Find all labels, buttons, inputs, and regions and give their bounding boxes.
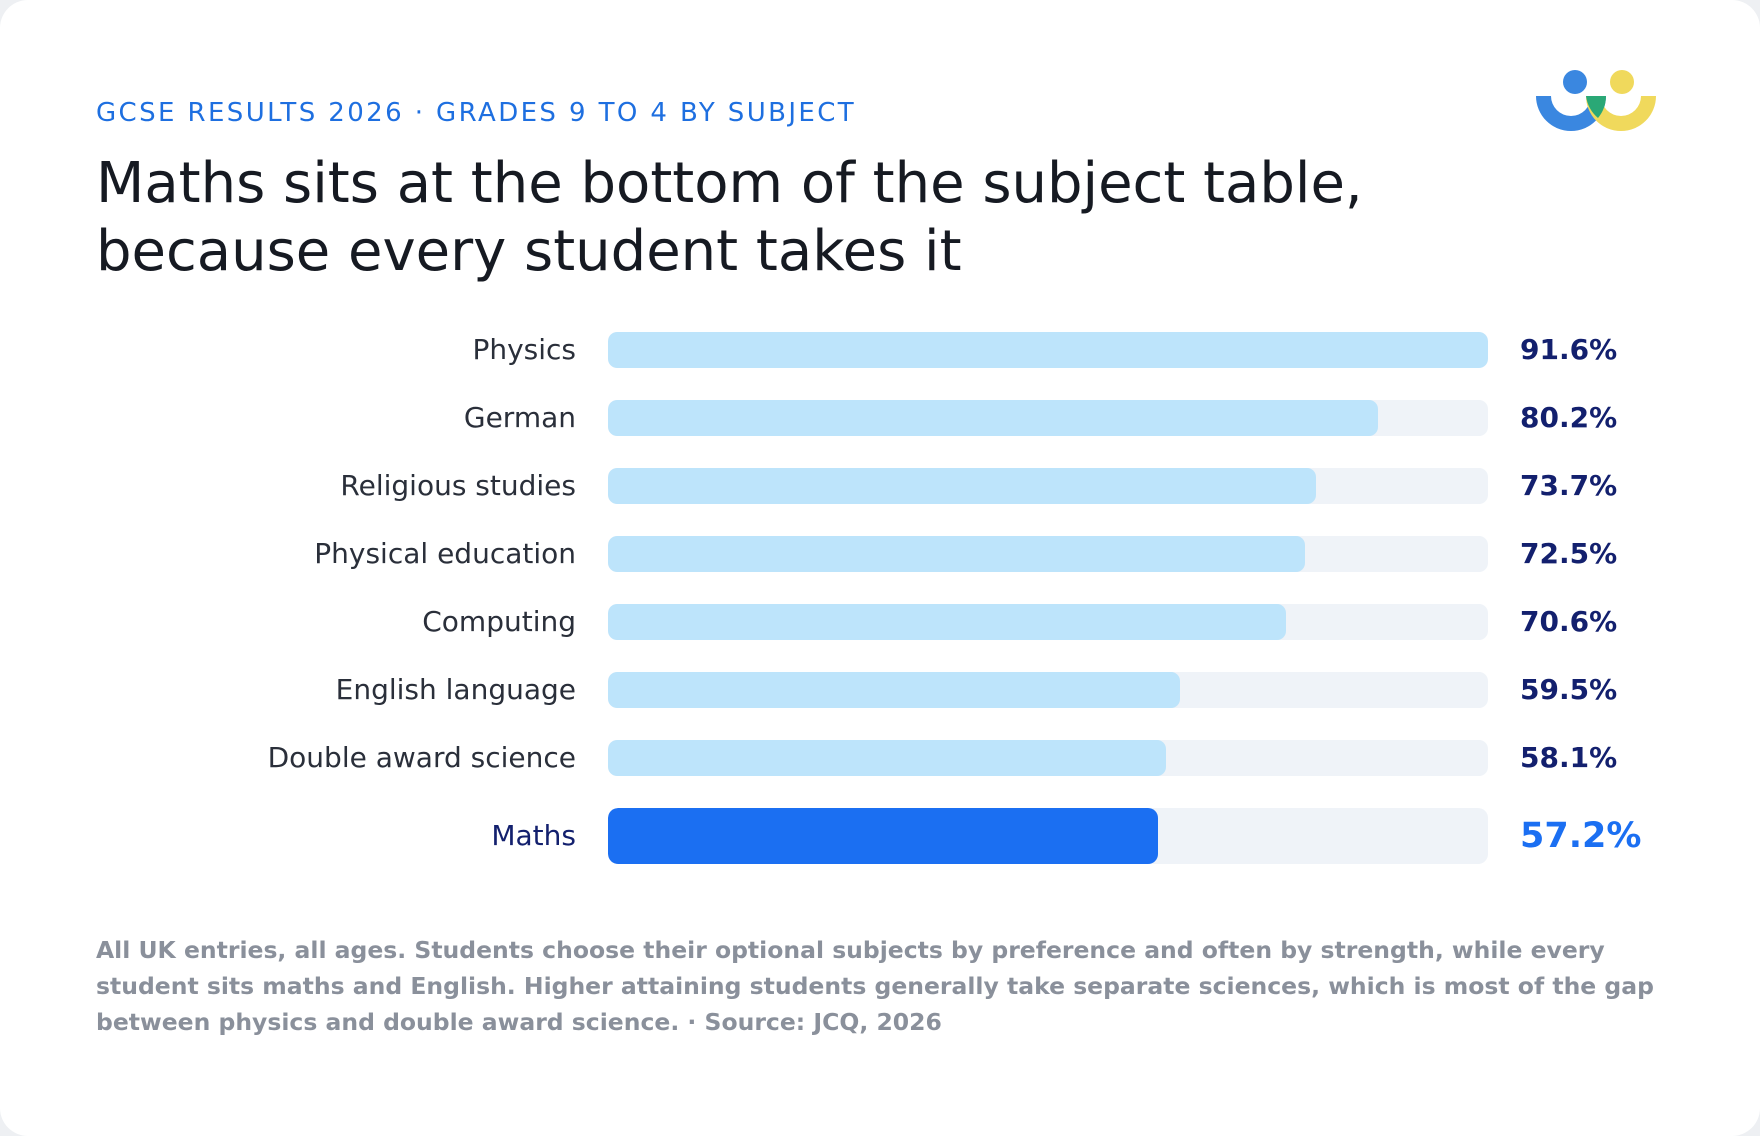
bar-fill <box>608 808 1158 864</box>
bar-fill <box>608 672 1180 708</box>
bar-track <box>608 672 1488 708</box>
bar-category-label: Maths <box>491 819 576 852</box>
bar-category-label: Double award science <box>267 741 576 774</box>
bar-value-label: 58.1% <box>1520 741 1618 774</box>
bar-chart: Physics 91.6% German 80.2% Religious studies… <box>0 330 1760 900</box>
bar-row: Religious studies 73.7% <box>0 466 1760 506</box>
bar-value-label: 59.5% <box>1520 673 1618 706</box>
bar-value-label: 57.2% <box>1520 816 1642 856</box>
bar-category-label: German <box>463 401 576 434</box>
bar-row-highlight: Maths 57.2% <box>0 808 1760 864</box>
bar-row: English language 59.5% <box>0 670 1760 710</box>
bar-value-label: 72.5% <box>1520 537 1618 570</box>
bar-row: Physical education 72.5% <box>0 534 1760 574</box>
bar-value-label: 91.6% <box>1520 333 1618 366</box>
bar-track <box>608 740 1488 776</box>
bar-row: German 80.2% <box>0 398 1760 438</box>
two-people-logo-icon <box>1536 70 1656 131</box>
bar-category-label: Computing <box>422 605 576 638</box>
bar-category-label: Physical education <box>314 537 576 570</box>
headline-line-2: because every student takes it <box>96 219 962 284</box>
bar-track <box>608 604 1488 640</box>
logo-yellow-arc <box>1586 96 1656 131</box>
bar-track <box>608 400 1488 436</box>
bar-value-label: 70.6% <box>1520 605 1618 638</box>
bar-track <box>608 332 1488 368</box>
chart-footnote: All UK entries, all ages. Students choos… <box>96 936 1654 1036</box>
bar-fill <box>608 740 1167 776</box>
bar-category-label: Physics <box>472 333 576 366</box>
bar-category-label: Religious studies <box>340 469 576 502</box>
bar-value-label: 73.7% <box>1520 469 1618 502</box>
bar-row: Physics 91.6% <box>0 330 1760 370</box>
bar-row: Computing 70.6% <box>0 602 1760 642</box>
bar-fill <box>608 332 1488 368</box>
headline-line-1: Maths sits at the bottom of the subject … <box>96 151 1363 216</box>
bar-value-label: 80.2% <box>1520 401 1618 434</box>
bar-fill <box>608 536 1305 572</box>
bar-track <box>608 808 1488 864</box>
bar-category-label: English language <box>335 673 576 706</box>
chart-headline: Maths sits at the bottom of the subject … <box>96 150 1396 286</box>
bar-track <box>608 468 1488 504</box>
bar-fill <box>608 604 1287 640</box>
bar-track <box>608 536 1488 572</box>
logo-blue-arc <box>1536 96 1606 131</box>
eyebrow-label: GCSE RESULTS 2026 · GRADES 9 TO 4 BY SUB… <box>96 98 857 128</box>
logo-green-overlap <box>1586 96 1606 118</box>
bar-fill <box>608 400 1379 436</box>
bar-fill <box>608 468 1317 504</box>
logo-yellow-head <box>1610 70 1634 94</box>
bar-row: Double award science 58.1% <box>0 738 1760 778</box>
logo-blue-head <box>1563 70 1587 94</box>
